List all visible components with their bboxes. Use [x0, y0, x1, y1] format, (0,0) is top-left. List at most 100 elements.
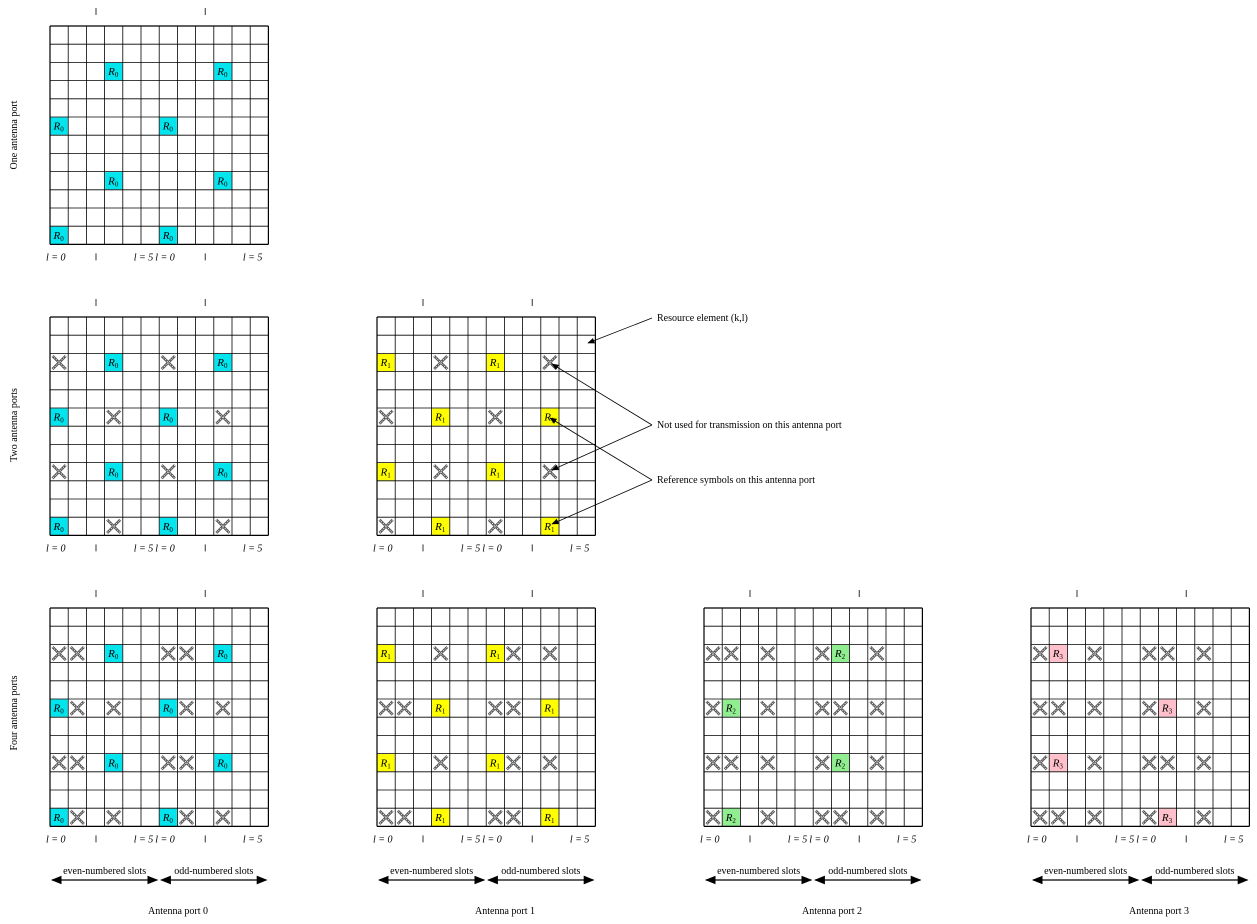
unused-resource-element-mark [760, 645, 776, 662]
row-label-one-port: One antenna port [9, 100, 20, 169]
reference-symbol-r1: R1 [486, 754, 504, 772]
symbol-index-label: l = 5 [897, 834, 917, 845]
unused-resource-element-mark [1050, 700, 1066, 716]
unused-resource-element-mark [1087, 809, 1103, 825]
reference-symbol-r0: R0 [159, 408, 177, 426]
reference-symbol-r0: R0 [50, 117, 68, 135]
reference-symbol-label: R0 [107, 466, 119, 479]
unused-resource-element-mark [215, 700, 231, 716]
reference-symbol-label: R0 [216, 175, 228, 188]
reference-symbol-r3: R3 [1158, 699, 1177, 717]
unused-resource-element-mark [1141, 809, 1157, 825]
odd-slot-label: odd-numbered slots [501, 866, 580, 877]
reference-symbol-r0: R0 [214, 172, 232, 190]
unused-resource-element-mark [69, 645, 85, 662]
even-slot-label: even-numbered slots [63, 866, 146, 877]
unused-resource-element-mark [1159, 645, 1176, 662]
reference-symbol-label: R0 [53, 230, 65, 243]
symbol-index-label: l = 0 [482, 543, 502, 554]
unused-resource-element-mark [487, 518, 503, 534]
unused-resource-element-mark [1159, 755, 1176, 771]
reference-symbol-label: R0 [53, 812, 65, 825]
unused-resource-element-mark [542, 645, 558, 662]
arrow-not-used-2 [551, 424, 653, 471]
unused-resource-element-mark [832, 700, 849, 716]
unused-resource-element-mark [869, 809, 885, 825]
reference-symbol-r1: R1 [377, 754, 395, 772]
symbol-index-label: l = 5 [461, 543, 481, 554]
symbol-index-label: l = 0 [1136, 834, 1156, 845]
antenna-port-title-0: Antenna port 0 [148, 906, 208, 917]
even-slot-label: even-numbered slots [717, 866, 800, 877]
reference-symbol-r0: R0 [50, 408, 68, 426]
reference-symbol-r2: R2 [722, 808, 740, 826]
unused-resource-element-mark [51, 645, 67, 662]
symbol-index-label: l = 5 [570, 543, 590, 554]
reference-symbol-r0: R0 [159, 517, 177, 535]
even-slot-label: even-numbered slots [1044, 866, 1127, 877]
slot-arrows-port-3: even-numbered slots odd-numbered slots [1031, 866, 1249, 885]
reference-symbol-r1: R1 [541, 408, 559, 426]
grid-lines [703, 607, 924, 828]
unused-resource-element-mark [760, 755, 776, 771]
reference-symbol-r1: R1 [432, 408, 450, 426]
reference-symbol-label: R0 [107, 357, 119, 370]
antenna-port-title-1: Antenna port 1 [475, 906, 535, 917]
reference-symbol-label: R0 [53, 521, 65, 534]
reference-symbol-label: R1 [434, 703, 446, 716]
slot-arrows-port-0: even-numbered slots odd-numbered slots [50, 866, 268, 885]
reference-symbol-label: R0 [53, 121, 65, 134]
symbol-index-label: l = 5 [570, 834, 590, 845]
reference-symbol-label: R0 [162, 230, 174, 243]
symbol-index-label: l = 5 [1115, 834, 1135, 845]
symbol-index-label: l = 5 [1224, 834, 1244, 845]
reference-symbol-r2: R2 [722, 699, 740, 717]
unused-resource-element-mark [433, 354, 449, 371]
unused-resource-element-mark [705, 645, 721, 662]
reference-symbol-label: R2 [725, 812, 737, 825]
even-slot-label: even-numbered slots [390, 866, 473, 877]
reference-symbol-label: R0 [162, 703, 174, 716]
unused-resource-element-mark [178, 645, 195, 662]
unused-resource-element-mark [160, 645, 176, 662]
unused-resource-element-mark [69, 700, 85, 716]
unused-resource-element-mark [1087, 645, 1103, 662]
grid-lines [49, 607, 269, 828]
unused-resource-element-mark [487, 700, 503, 716]
unused-resource-element-mark [869, 700, 885, 716]
symbol-index-label: l = 0 [155, 834, 175, 845]
unused-resource-element-mark [1196, 645, 1212, 662]
unused-resource-element-mark [1141, 645, 1157, 662]
reference-symbol-r1: R1 [432, 517, 450, 535]
reference-symbol-r0: R0 [105, 463, 123, 481]
symbol-index-label: l = 0 [809, 834, 829, 845]
reference-symbol-label: R0 [162, 521, 174, 534]
reference-symbol-r0: R0 [159, 808, 177, 826]
unused-resource-element-mark [1196, 700, 1212, 716]
annotation-not-used: Not used for transmission on this antenn… [657, 420, 842, 431]
reference-symbol-label: R1 [543, 521, 555, 534]
reference-symbol-label: R0 [216, 66, 228, 79]
reference-symbol-r0: R0 [214, 644, 232, 663]
reference-symbol-label: R2 [834, 757, 846, 770]
reference-symbol-label: R0 [53, 703, 65, 716]
unused-resource-element-mark [542, 755, 558, 771]
reference-symbol-label: R1 [434, 812, 446, 825]
unused-resource-element-mark [814, 755, 830, 771]
grid-lines [49, 25, 269, 245]
unused-resource-element-mark [378, 409, 394, 425]
reference-symbol-r0: R0 [50, 808, 68, 826]
symbol-index-label: l = 5 [788, 834, 808, 845]
reference-symbol-r1: R1 [541, 808, 559, 826]
unused-resource-element-mark [160, 354, 176, 371]
reference-symbol-label: R1 [380, 466, 392, 479]
unused-resource-element-mark [160, 464, 176, 480]
unused-resource-element-mark [1032, 755, 1048, 771]
reference-symbol-label: R0 [162, 812, 174, 825]
unused-resource-element-mark [51, 354, 67, 371]
unused-resource-element-mark [814, 700, 830, 716]
reference-symbol-r0: R0 [105, 754, 123, 772]
